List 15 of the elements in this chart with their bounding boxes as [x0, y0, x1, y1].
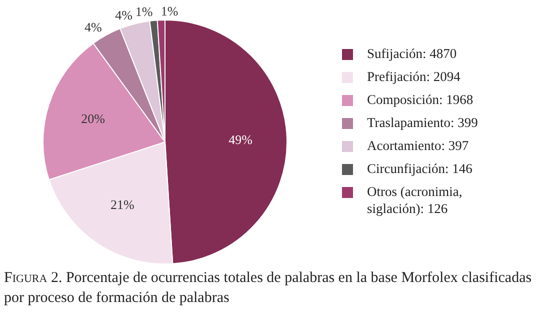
data-label: 49%	[228, 132, 253, 148]
legend-label: Circunfijación: 146	[367, 160, 472, 177]
data-label: 1%	[135, 4, 153, 20]
legend-label: Acortamiento: 397	[367, 137, 469, 154]
data-label: 4%	[84, 20, 102, 35]
data-label: 20%	[81, 111, 106, 126]
text: Figura 2. Porcentaje de ocurrencias totales de palabras en la base Morfolex clasificadas por proceso de formación de palabras	[4, 269, 533, 308]
legend-label: Composición: 1968	[367, 91, 474, 108]
legend-label: Prefijación: 2094	[367, 68, 460, 85]
data-label: 21%	[110, 197, 135, 212]
legend-label: Sufijación: 4870	[367, 45, 457, 62]
data-label: 1%	[160, 4, 178, 19]
legend-label: Traslapamiento: 399	[367, 114, 478, 131]
legend-label: Otros (acronimia, siglación): 126	[367, 183, 464, 217]
data-label: 4%	[115, 8, 133, 23]
